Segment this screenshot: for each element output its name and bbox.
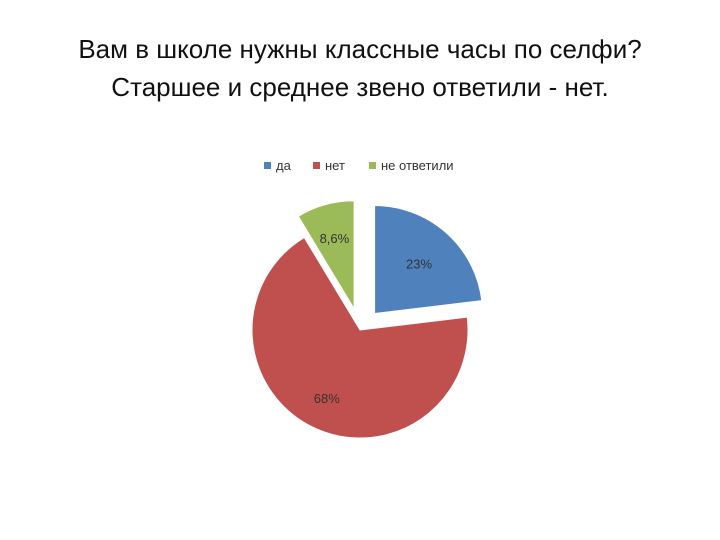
legend-swatch-no-answer bbox=[369, 162, 376, 169]
slide-title: Вам в школе нужны классные часы по селфи… bbox=[20, 30, 700, 106]
slice-label-no: 68% bbox=[314, 391, 340, 406]
legend-swatch-yes bbox=[264, 162, 271, 169]
slice-label-yes: 23% bbox=[406, 256, 432, 271]
pie-slices bbox=[251, 200, 483, 439]
title-line-1: Вам в школе нужны классные часы по селфи… bbox=[78, 34, 642, 64]
title-line-2: Старшее и среднее звено ответили - нет. bbox=[111, 72, 609, 102]
legend-label-no-answer: не ответили bbox=[381, 158, 454, 173]
slice-label-no-answer: 8,6% bbox=[320, 231, 350, 246]
legend-label-no: нет bbox=[325, 158, 345, 173]
legend-item-no-answer: не ответили bbox=[369, 158, 454, 173]
pie-slice-yes bbox=[374, 205, 483, 315]
pie-slice-no bbox=[251, 236, 469, 439]
legend-item-no: нет bbox=[313, 158, 345, 173]
pie-labels: 23% 68% 8,6% bbox=[314, 231, 433, 406]
chart-legend: да нет не ответили bbox=[264, 158, 454, 173]
legend-item-yes: да bbox=[264, 158, 292, 173]
pie-slice-no-answer bbox=[297, 200, 355, 311]
legend-label-yes: да bbox=[276, 158, 292, 173]
legend-swatch-no bbox=[313, 162, 320, 169]
